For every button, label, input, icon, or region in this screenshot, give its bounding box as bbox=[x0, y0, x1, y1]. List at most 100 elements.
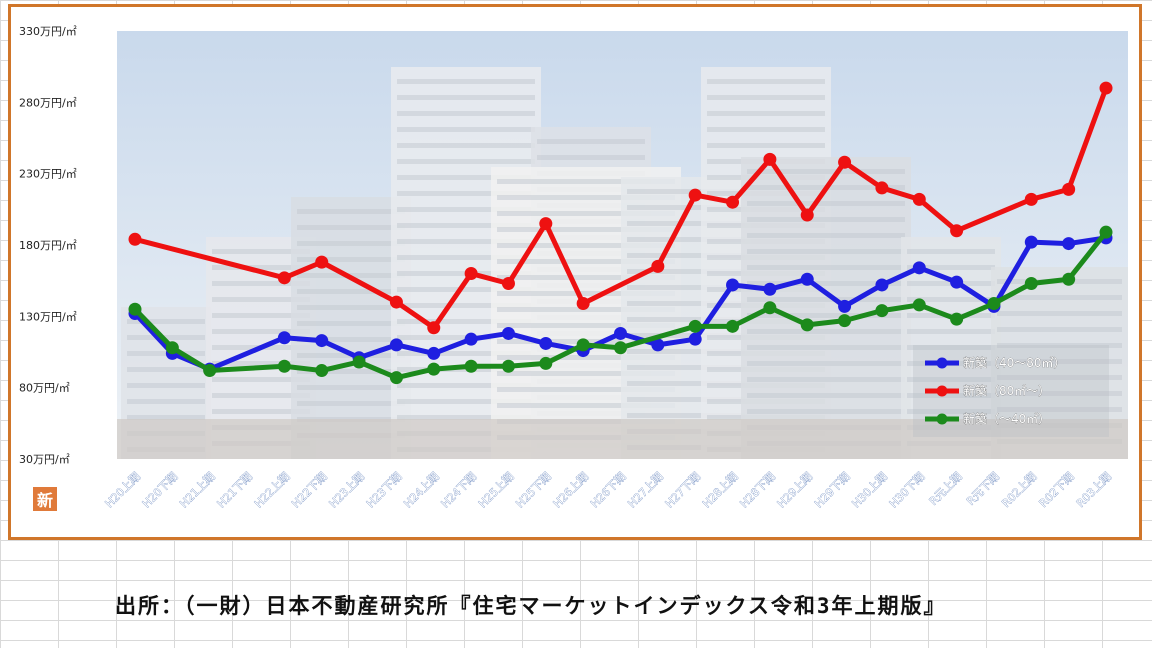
data-point bbox=[315, 255, 329, 269]
building-floor-stripe bbox=[212, 297, 310, 302]
building-floor-stripe bbox=[297, 305, 405, 310]
building-floor-stripe bbox=[627, 365, 745, 370]
building-floor-stripe bbox=[397, 303, 535, 308]
x-tick-label: H21下期 bbox=[215, 470, 256, 511]
building-floor-stripe bbox=[297, 321, 405, 326]
building-floor-stripe bbox=[747, 281, 905, 286]
data-point bbox=[277, 271, 291, 285]
building-floor-stripe bbox=[747, 393, 905, 398]
building-floor-stripe bbox=[747, 169, 905, 174]
legend-label: 新築（～40㎡） bbox=[963, 411, 1050, 426]
line-chart: 330万円/㎡ 280万円/㎡ 230万円/㎡ 180万円/㎡ 130万円/㎡ 80万円/… bbox=[19, 25, 1128, 511]
y-tick-label: 130万円/㎡ bbox=[19, 310, 77, 323]
data-point bbox=[651, 259, 665, 273]
building-floor-stripe bbox=[212, 393, 310, 398]
building-floor-stripe bbox=[397, 415, 535, 420]
building-floor-stripe bbox=[212, 361, 310, 366]
building-floor-stripe bbox=[907, 297, 995, 302]
building-floor-stripe bbox=[997, 407, 1122, 412]
series-2 bbox=[128, 225, 1113, 385]
data-point bbox=[950, 275, 964, 289]
data-point bbox=[464, 332, 478, 346]
building-floor-stripe bbox=[397, 159, 535, 164]
building-floor-stripe bbox=[747, 409, 905, 414]
data-point bbox=[389, 338, 403, 352]
data-point bbox=[464, 267, 478, 281]
building-floor-stripe bbox=[627, 269, 745, 274]
building-floor-stripe bbox=[497, 371, 675, 376]
data-point bbox=[165, 341, 179, 355]
series-lines bbox=[128, 81, 1113, 385]
building-floor-stripe bbox=[997, 343, 1122, 348]
x-tick-label: R元下期 bbox=[964, 470, 1002, 508]
building-floor-stripe bbox=[747, 345, 905, 350]
building-floor-stripe bbox=[127, 319, 205, 324]
building-floor-stripe bbox=[397, 175, 535, 180]
building-floor-stripe bbox=[627, 381, 745, 386]
series-line bbox=[133, 235, 1107, 372]
data-point bbox=[203, 364, 217, 378]
data-point bbox=[950, 224, 964, 238]
building-floor-stripe bbox=[397, 95, 535, 100]
x-tick-label: H24下期 bbox=[439, 470, 480, 511]
data-point bbox=[912, 261, 926, 275]
building-floor-stripe bbox=[997, 359, 1122, 364]
building-floor-stripe bbox=[397, 111, 535, 116]
data-point bbox=[576, 296, 590, 310]
data-point bbox=[987, 296, 1001, 310]
building-floor-stripe bbox=[497, 275, 675, 280]
x-tick-label: H23上期 bbox=[327, 470, 368, 511]
data-point bbox=[427, 362, 441, 376]
building-floor-stripe bbox=[907, 265, 995, 270]
data-point bbox=[875, 181, 889, 195]
building-floor-stripe bbox=[627, 253, 745, 258]
building-floor-stripe bbox=[997, 295, 1122, 300]
data-point bbox=[1024, 192, 1038, 206]
data-point bbox=[539, 336, 553, 350]
y-tick-label: 330万円/㎡ bbox=[19, 25, 77, 38]
x-tick-label: H30上期 bbox=[850, 470, 891, 511]
data-point bbox=[539, 217, 553, 231]
building-floor-stripe bbox=[747, 233, 905, 238]
x-tick-label: H23下期 bbox=[364, 470, 405, 511]
data-point bbox=[800, 208, 814, 222]
x-tick-label: R元上期 bbox=[927, 470, 965, 508]
building-floor-stripe bbox=[397, 319, 535, 324]
building-floor-stripe bbox=[627, 349, 745, 354]
building-floor-stripe bbox=[707, 79, 825, 84]
building-floor-stripe bbox=[627, 285, 745, 290]
x-tick-label: R03上期 bbox=[1074, 470, 1114, 510]
data-point bbox=[614, 326, 627, 340]
data-point bbox=[838, 314, 852, 328]
building-floor-stripe bbox=[747, 329, 905, 334]
building-floor-stripe bbox=[212, 281, 310, 286]
data-point bbox=[389, 295, 403, 309]
building-floor-stripe bbox=[907, 393, 995, 398]
building-floor-stripe bbox=[627, 221, 745, 226]
building-floor-stripe bbox=[997, 327, 1122, 332]
data-point bbox=[688, 188, 702, 202]
building-floor-stripe bbox=[212, 265, 310, 270]
x-tick-label: H24上期 bbox=[401, 470, 442, 511]
building-floor-stripe bbox=[747, 201, 905, 206]
data-point bbox=[838, 155, 852, 169]
building-floor-stripe bbox=[497, 403, 675, 408]
data-point bbox=[539, 356, 553, 370]
building-floor-stripe bbox=[497, 211, 675, 216]
building-floor-stripe bbox=[212, 377, 310, 382]
data-point bbox=[464, 359, 478, 373]
y-tick-label: 230万円/㎡ bbox=[19, 168, 77, 181]
data-point bbox=[128, 232, 142, 246]
building-floor-stripe bbox=[497, 179, 675, 184]
data-point bbox=[501, 326, 515, 340]
building-floor-stripe bbox=[907, 377, 995, 382]
building-floor-stripe bbox=[627, 397, 745, 402]
building-floor-stripe bbox=[537, 139, 645, 144]
data-point bbox=[1062, 272, 1076, 286]
data-point bbox=[501, 359, 515, 373]
building-floor-stripe bbox=[497, 307, 675, 312]
legend-label: 新築（40～80㎡） bbox=[963, 355, 1066, 370]
building-floor-stripe bbox=[747, 249, 905, 254]
building-floor-stripe bbox=[297, 209, 405, 214]
data-point bbox=[352, 355, 366, 369]
